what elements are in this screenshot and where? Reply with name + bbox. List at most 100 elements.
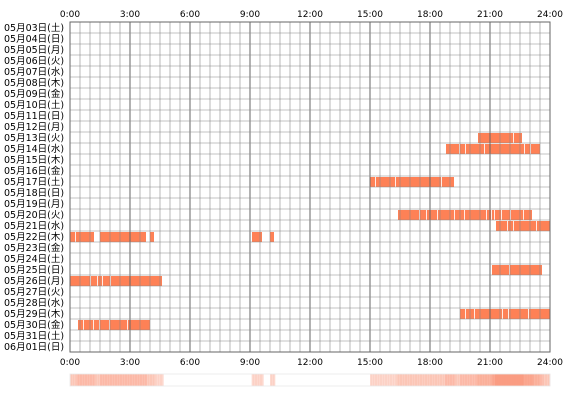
bottom-time-axis: 0:00 3:00 6:00 9:00 12:00 15:00 18:00 21:00 24:0… <box>60 358 563 368</box>
row-date-label: 05月19日(月) <box>4 199 64 210</box>
x-tick-label-bottom: 3:00 <box>120 358 140 368</box>
activity-bar-gap <box>109 320 110 330</box>
density-cell <box>500 374 502 386</box>
density-cell <box>76 374 79 386</box>
density-cell <box>113 374 116 386</box>
activity-bar-gap <box>426 210 427 220</box>
row-date-label: 05月07日(水) <box>4 66 64 78</box>
density-cell <box>501 374 504 386</box>
row-date-label: 05月13日(火) <box>4 133 64 144</box>
density-cell <box>415 374 417 386</box>
activity-bar-gap <box>491 210 492 220</box>
row-date-label: 06月01日(日) <box>4 342 64 353</box>
row-date-label: 05月23日(金) <box>4 242 64 254</box>
density-cell <box>491 374 494 386</box>
density-cell <box>411 374 414 386</box>
density-cell <box>526 374 529 386</box>
x-tick-label-top: 21:00 <box>477 10 503 20</box>
density-cell <box>508 374 511 386</box>
density-cell <box>416 374 419 386</box>
row-date-label: 05月10日(土) <box>4 99 64 111</box>
density-cell <box>136 374 139 386</box>
density-cell <box>383 374 386 386</box>
density-cell <box>448 374 451 386</box>
density-cell <box>445 374 447 386</box>
activity-bar-gap <box>507 221 508 231</box>
activity-bar-gap <box>441 177 442 187</box>
density-cell <box>405 374 407 386</box>
density-cell <box>400 374 402 386</box>
density-cell <box>453 374 456 386</box>
density-cell <box>123 374 126 386</box>
activity-bar-gap <box>464 210 465 220</box>
density-cell <box>371 374 374 386</box>
density-cell <box>476 374 479 386</box>
density-cell <box>86 374 89 386</box>
row-date-label: 05月04日(日) <box>4 34 64 45</box>
density-cell <box>520 374 522 386</box>
density-cell <box>506 374 509 386</box>
density-cell <box>251 374 254 386</box>
density-cell <box>95 374 97 386</box>
density-cell <box>396 374 399 386</box>
density-cell <box>388 374 391 386</box>
row-date-label: 05月29日(木) <box>4 308 64 320</box>
plot-border <box>69 21 551 353</box>
activity-bar-gap <box>524 144 525 154</box>
x-tick-label-top: 6:00 <box>180 10 200 20</box>
row-date-label: 05月17日(土) <box>4 176 64 188</box>
activity-bar-gap <box>454 210 455 220</box>
density-cell <box>443 374 446 386</box>
density-cell <box>120 374 122 386</box>
activity-bar-gap <box>99 320 100 330</box>
activity-bar-gap <box>486 210 487 220</box>
density-cell <box>110 374 112 386</box>
density-cell <box>148 374 151 386</box>
density-cell <box>255 374 257 386</box>
date-row-labels: 05月03日(土)05月04日(日)05月05日(月)05月06日(火)05月0… <box>4 22 64 353</box>
density-cell <box>156 374 159 386</box>
density-cell <box>395 374 397 386</box>
density-cell <box>83 374 86 386</box>
density-cell <box>423 374 426 386</box>
row-date-label: 05月18日(日) <box>4 188 64 199</box>
density-cell <box>488 374 491 386</box>
activity-bar <box>78 320 150 330</box>
activity-bar-gap <box>419 210 420 220</box>
density-cell <box>538 374 541 386</box>
density-cell <box>446 374 449 386</box>
density-cell <box>153 374 156 386</box>
density-cell <box>78 374 81 386</box>
density-cell <box>425 374 427 386</box>
density-cell <box>403 374 406 386</box>
density-cell <box>160 374 162 386</box>
density-cell <box>256 374 259 386</box>
density-cell <box>485 374 487 386</box>
density-cell <box>370 374 372 386</box>
density-cell <box>470 374 472 386</box>
density-cell <box>548 374 551 386</box>
density-cell <box>393 374 396 386</box>
density-cell <box>128 374 131 386</box>
density-cell <box>406 374 409 386</box>
density-cell <box>495 374 497 386</box>
density-cell <box>420 374 422 386</box>
x-tick-label-bottom: 15:00 <box>357 358 383 368</box>
activity-bar-gap <box>75 232 76 242</box>
activity-bar-gap <box>513 221 514 231</box>
activity-bars <box>70 133 550 330</box>
x-tick-label-top: 18:00 <box>417 10 443 20</box>
density-cell <box>486 374 489 386</box>
density-cell <box>103 374 106 386</box>
density-cell <box>465 374 467 386</box>
density-cell <box>438 374 441 386</box>
density-cell <box>73 374 76 386</box>
density-cell <box>390 374 392 386</box>
activity-bar <box>70 232 94 242</box>
density-cell <box>455 374 457 386</box>
density-cell <box>138 374 141 386</box>
density-cell <box>531 374 534 386</box>
activity-bar-gap <box>465 309 466 319</box>
density-cell <box>88 374 91 386</box>
activity-bar-gap <box>474 309 475 319</box>
